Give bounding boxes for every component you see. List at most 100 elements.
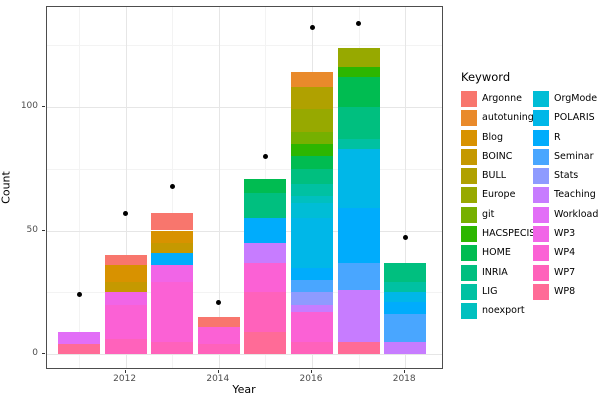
legend-swatch-icon [461,226,477,243]
x-tick-mark [124,370,126,373]
bar-segment-WP7 [244,292,287,332]
bar-segment-BULL [291,87,333,110]
legend-entry-autotuning: autotuning [461,110,535,127]
y-tick-label: 0 [32,348,38,358]
legend-label: Workload [554,208,599,220]
legend-entry-LIG: LIG [461,283,535,300]
bar-segment-WP3 [151,265,194,283]
legend-label: Blog [482,131,503,143]
bar-segment-WP4 [104,304,147,340]
y-tick-mark [42,106,45,107]
legend-entry-git: git [461,206,535,223]
x-minor-gridline [79,7,80,368]
bar-segment-R [151,252,194,266]
bar-segment-Seminar [384,314,427,342]
legend-label: Argonne [482,93,522,104]
bar-segment-BOINC [104,282,147,293]
bar-segment-Teaching [291,304,333,312]
bar-segment-Argonne [197,316,240,327]
bar-segment-INRIA [244,193,287,219]
bar-segment-POLARIS [291,218,333,268]
bar-segment-OrgMode [291,203,333,219]
x-axis-title: Year [232,383,256,396]
legend-label: BOINC [482,150,513,162]
x-tick-label: 2012 [113,374,137,384]
bar-segment-Blog [104,265,147,283]
legend-swatch-icon [461,245,477,262]
x-tick-label: 2014 [206,374,230,384]
bar-segment-Teaching [337,289,380,342]
y-tick-label: 100 [20,101,38,111]
legend-label: WP7 [554,266,576,278]
bar-segment-Stats [291,292,333,305]
legend-entry-BULL: BULL [461,168,535,185]
legend-entry-WP4: WP4 [533,245,598,262]
bar-segment-Blog [151,230,194,243]
legend-entry-Teaching: Teaching [533,187,598,204]
legend-swatch-icon [533,206,549,223]
legend-entry-OrgMode: OrgMode [533,91,598,107]
bar-segment-WP8 [58,344,100,354]
y-minor-gridline [47,45,442,47]
legend-label: Stats [554,170,579,182]
legend-swatch-icon [533,91,549,107]
bar-segment-LIG [291,183,333,196]
legend-entry-HACSPECIS: HACSPECIS [461,226,535,243]
bar-segment-HOME [337,77,380,107]
y-major-gridline [47,354,442,355]
legend-swatch-icon [533,245,549,262]
legend-swatch-icon [461,129,477,146]
bar-segment-HACSPECIS [337,67,380,78]
count-dot [76,292,82,298]
bar-segment-Argonne [151,213,194,231]
legend-swatch-icon [461,264,477,281]
count-dot [262,153,268,159]
x-tick-mark [311,370,312,373]
x-tick-label: 2016 [299,374,323,384]
bar-segment-BOINC [151,242,194,253]
count-dot [402,235,408,241]
legend-entry-POLARIS: POLARIS [533,110,598,127]
legend-entry-Europe: Europe [461,187,535,204]
bar-segment-INRIA [337,107,380,140]
bar-segment-WP7 [104,339,147,354]
legend-swatch-icon [461,206,477,223]
legend-title: Keyword [461,70,511,84]
legend-label: WP8 [554,285,576,297]
y-major-gridline [47,107,442,108]
bar-segment-LIG [337,139,380,149]
legend-entry-WP3: WP3 [533,226,598,243]
legend-swatch-icon [461,187,477,204]
bar-segment-WP7 [197,344,240,354]
bar-segment-Argonne [104,255,147,266]
x-tick-mark [404,370,406,373]
bar-segment-Teaching [384,341,427,354]
bar-segment-git [291,131,333,145]
legend-entry-noexport: noexport [461,303,535,320]
bar-segment-Seminar [337,262,380,290]
y-tick-mark [42,229,45,231]
bar-segment-R [337,208,380,263]
bar-segment-Europe [291,109,333,132]
legend-label: noexport [482,305,525,317]
y-tick-mark [42,353,45,354]
bar-segment-R [384,302,427,315]
legend-swatch-icon [533,283,549,300]
legend-swatch-icon [461,110,477,127]
legend-entry-BOINC: BOINC [461,148,535,165]
legend-entry-HOME: HOME [461,245,535,262]
legend-swatch-icon [533,168,549,185]
legend-entry-WP8: WP8 [533,283,598,300]
bar-segment-INRIA [384,262,427,283]
legend-label: WP3 [554,228,576,240]
legend-swatch-icon [461,168,477,185]
legend: Keyword Argonne autotuning Blog BOINC BULL Eu… [461,70,598,320]
bar-segment-HACSPECIS [291,144,333,157]
x-major-gridline [405,7,407,368]
bar-segment-INRIA [291,168,333,184]
bar-segment-WP4 [151,282,194,342]
count-dot [309,25,315,31]
count-dot [169,183,175,189]
bar-segment-Teaching [244,242,287,263]
legend-entry-Stats: Stats [533,168,598,185]
